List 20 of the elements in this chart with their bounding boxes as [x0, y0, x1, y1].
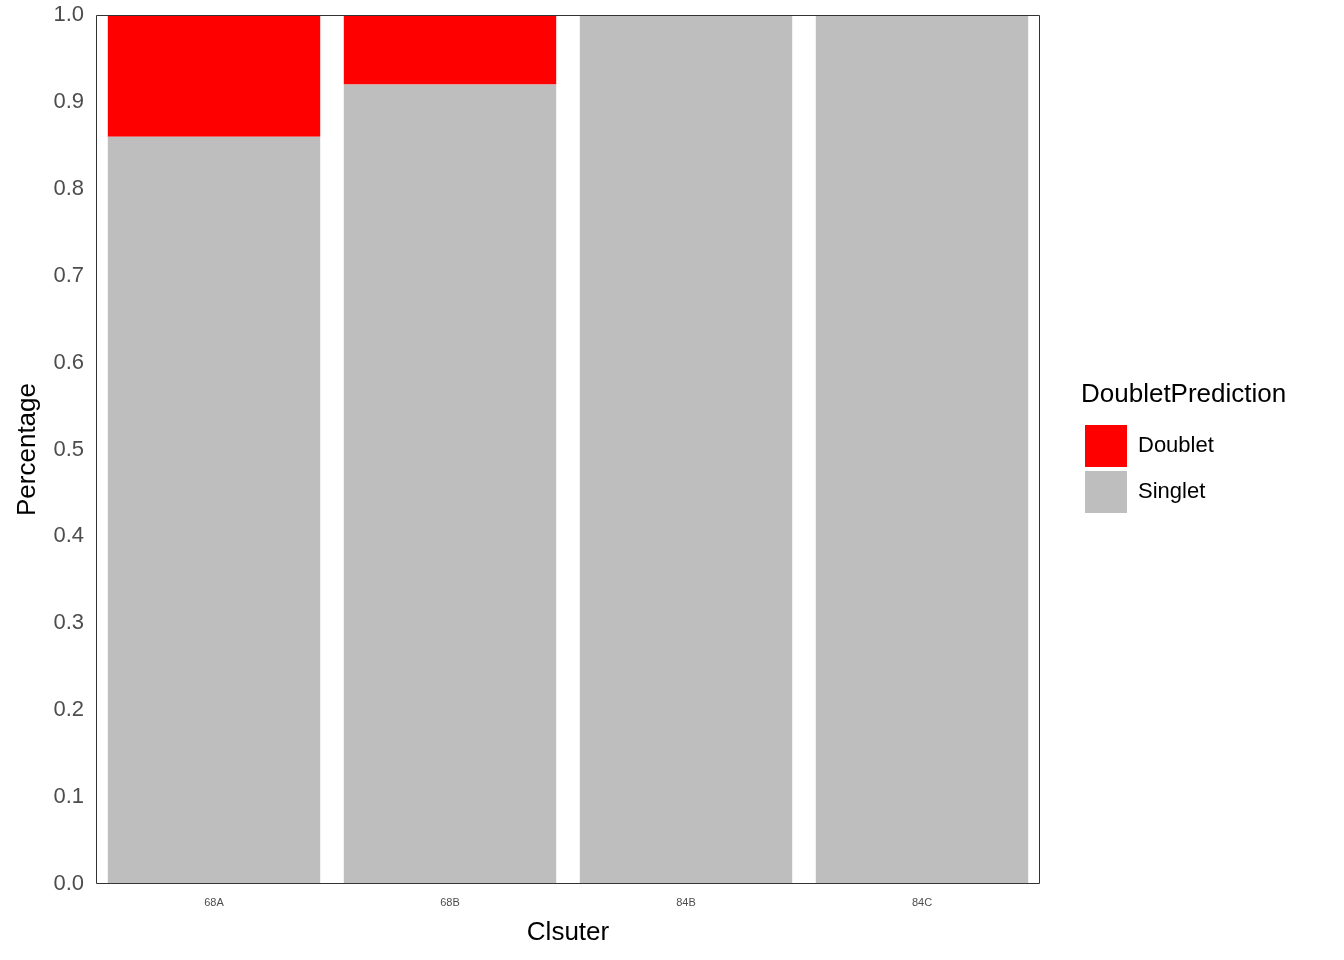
x-tick-label: 68A — [204, 895, 225, 908]
x-tick-label: 84B — [676, 895, 696, 908]
y-tick-label: 0.8 — [53, 174, 84, 200]
y-tick-label: 0.0 — [53, 870, 84, 896]
y-tick-label: 0.2 — [53, 696, 84, 722]
y-tick-label: 0.7 — [53, 261, 84, 287]
y-axis-title: Percentage — [10, 383, 41, 516]
y-tick-label: 0.5 — [53, 435, 84, 461]
x-axis-title: Clsuter — [526, 915, 610, 946]
legend-label: Doublet — [1138, 432, 1214, 458]
y-tick-label: 0.3 — [53, 609, 84, 635]
y-tick-label: 1.0 — [53, 1, 84, 27]
y-tick-label: 0.6 — [53, 348, 84, 374]
y-tick-label: 0.1 — [53, 783, 84, 809]
legend-title: DoubletPrediction — [1081, 378, 1287, 409]
x-tick-label: 68B — [440, 895, 460, 908]
y-tick-label: 0.9 — [53, 87, 84, 113]
legend-label: Singlet — [1138, 478, 1206, 504]
y-tick-label: 0.4 — [53, 522, 84, 548]
x-tick-label: 84C — [911, 895, 933, 908]
